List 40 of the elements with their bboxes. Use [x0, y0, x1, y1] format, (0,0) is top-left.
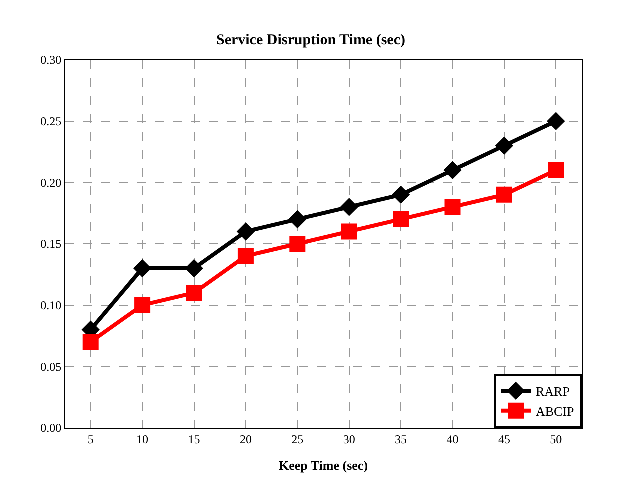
point — [340, 198, 358, 216]
point — [392, 186, 410, 204]
chart-title: Service Disruption Time (sec) — [216, 32, 406, 49]
point — [548, 162, 564, 178]
point — [393, 211, 410, 228]
legend-label: ABCIP — [536, 404, 574, 419]
point — [133, 259, 152, 278]
point — [288, 210, 307, 229]
point — [341, 224, 358, 240]
x-tick-label: 25 — [292, 432, 304, 446]
y-tick-label: 0.00 — [40, 421, 62, 436]
x-axis-title: Keep Time (sec) — [278, 458, 368, 473]
point — [134, 297, 151, 314]
y-tick-label: 0.15 — [40, 237, 62, 252]
y-tick-label: 0.30 — [40, 53, 62, 68]
point — [186, 285, 202, 302]
point — [185, 259, 204, 278]
x-tick-label: 50 — [550, 432, 562, 446]
point — [496, 186, 512, 203]
y-tick-label: 0.05 — [40, 360, 62, 374]
point — [238, 248, 254, 264]
point — [444, 161, 462, 180]
x-tick-label: 20 — [240, 432, 252, 446]
x-tick-label: 45 — [498, 432, 510, 446]
point — [444, 199, 461, 216]
x-tick-label: 35 — [395, 432, 408, 446]
x-tick-label: 15 — [188, 432, 200, 446]
point — [290, 236, 306, 252]
y-tick-label: 0.25 — [40, 114, 62, 129]
point — [236, 222, 256, 241]
legend-label: RARP — [536, 384, 570, 400]
x-tick-label: 5 — [88, 432, 94, 446]
point — [82, 334, 99, 350]
x-tick-label: 40 — [446, 432, 459, 446]
y-tick-label: 0.20 — [40, 176, 62, 190]
point — [547, 112, 566, 130]
y-tick-label: 0.10 — [40, 298, 62, 313]
x-tick-label: 30 — [343, 432, 356, 446]
x-tick-label: 10 — [136, 432, 149, 446]
point — [495, 136, 514, 155]
